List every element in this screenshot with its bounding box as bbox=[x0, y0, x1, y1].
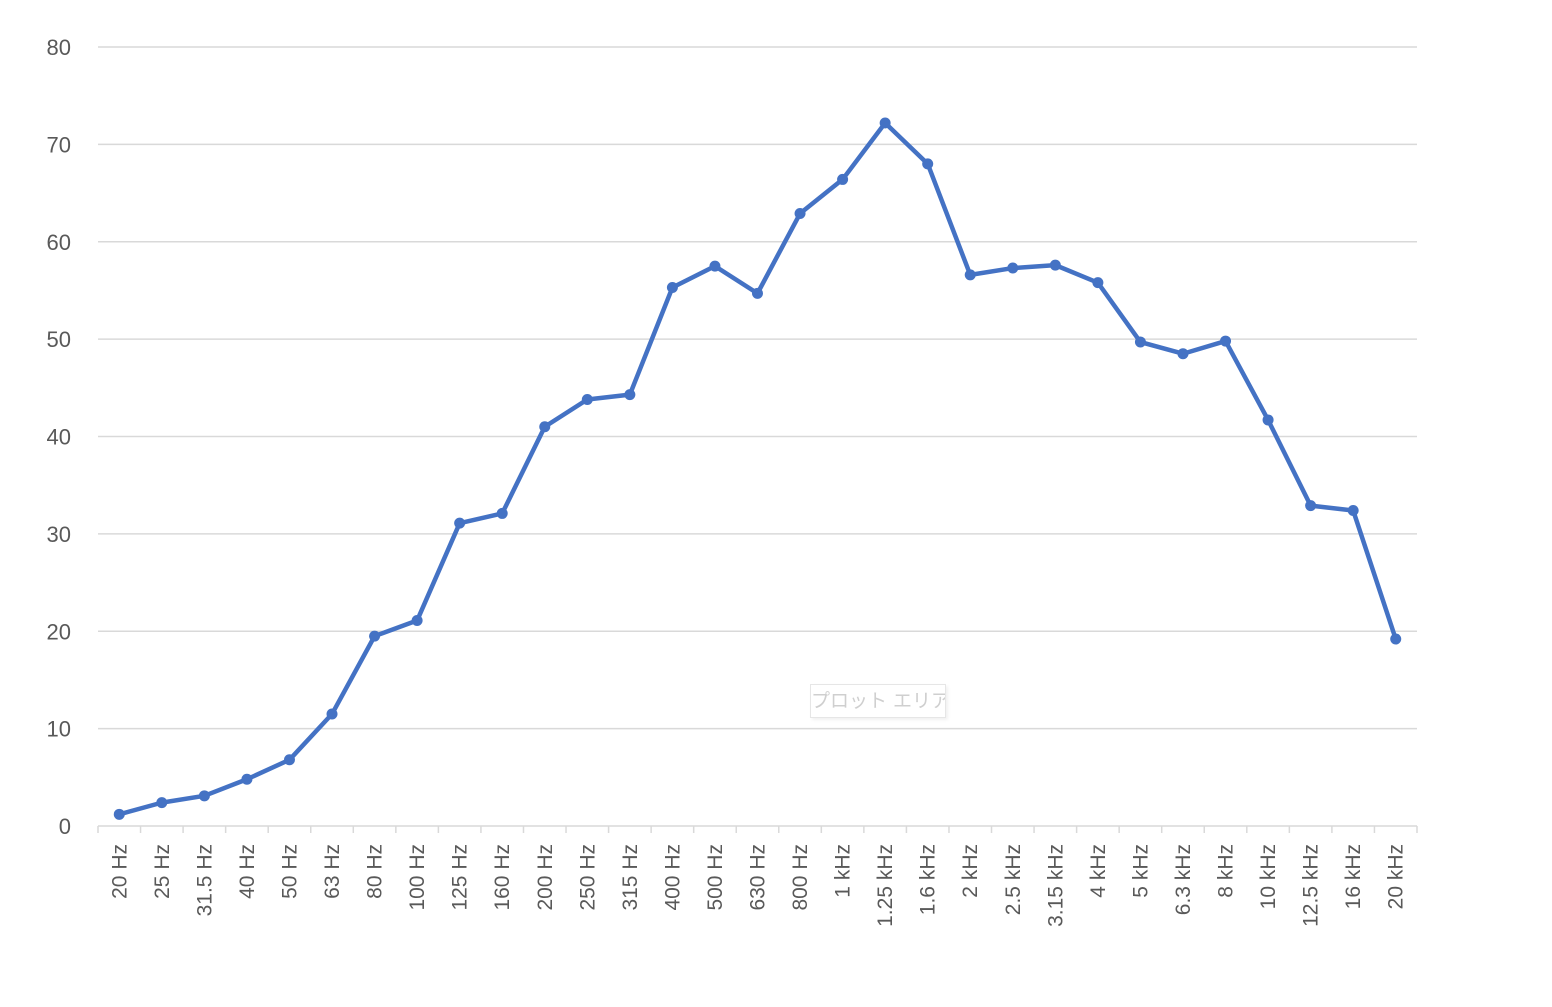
x-tick-label: 125 Hz bbox=[449, 844, 472, 911]
data-point bbox=[539, 421, 551, 433]
x-tick-label: 12.5 kHz bbox=[1300, 844, 1323, 927]
data-point bbox=[879, 117, 891, 129]
data-point bbox=[666, 282, 678, 294]
x-tick-label: 315 Hz bbox=[619, 844, 642, 911]
data-point bbox=[411, 615, 423, 627]
data-point bbox=[1134, 336, 1146, 348]
x-tick-label: 160 Hz bbox=[491, 844, 514, 911]
series-line bbox=[117, 120, 1398, 817]
x-tick-label: 10 kHz bbox=[1257, 844, 1280, 909]
data-series bbox=[113, 117, 1402, 820]
y-tick-label: 40 bbox=[47, 425, 71, 450]
data-point bbox=[624, 389, 636, 401]
data-point bbox=[922, 158, 934, 170]
x-tick-label: 100 Hz bbox=[406, 844, 429, 911]
x-tick-label: 63 Hz bbox=[321, 844, 344, 899]
data-point bbox=[1177, 348, 1189, 360]
data-point bbox=[1049, 259, 1061, 271]
x-tick-label: 3.15 kHz bbox=[1044, 844, 1067, 927]
data-point bbox=[964, 269, 976, 281]
x-tick-label: 25 Hz bbox=[151, 844, 174, 899]
data-point bbox=[283, 754, 295, 766]
data-point bbox=[496, 507, 508, 519]
x-tick-label: 250 Hz bbox=[576, 844, 599, 911]
x-tick-label: 16 kHz bbox=[1342, 844, 1365, 909]
data-point bbox=[369, 630, 381, 642]
data-point bbox=[1092, 277, 1104, 289]
x-tick-label: 40 Hz bbox=[236, 844, 259, 899]
data-point bbox=[326, 708, 338, 720]
x-tick-label: 200 Hz bbox=[534, 844, 557, 911]
data-point bbox=[837, 173, 849, 185]
x-tick-label: 630 Hz bbox=[747, 844, 770, 911]
y-tick-label: 70 bbox=[47, 132, 71, 157]
data-point bbox=[1390, 633, 1402, 645]
x-tick-label: 8 kHz bbox=[1215, 844, 1238, 898]
y-tick-label: 50 bbox=[47, 327, 71, 352]
y-tick-label: 60 bbox=[47, 230, 71, 255]
x-tick-label: 1 kHz bbox=[832, 844, 855, 898]
x-tick-label: 80 Hz bbox=[364, 844, 387, 899]
data-point bbox=[1262, 414, 1274, 426]
data-point bbox=[113, 808, 125, 820]
y-tick-label: 10 bbox=[47, 717, 71, 742]
x-tick-label: 1.6 kHz bbox=[917, 844, 940, 915]
data-point bbox=[156, 797, 168, 809]
x-tick-label: 1.25 kHz bbox=[874, 844, 897, 927]
y-tick-label: 30 bbox=[47, 522, 71, 547]
data-point bbox=[1220, 335, 1232, 347]
data-point bbox=[1347, 505, 1359, 517]
data-point bbox=[198, 790, 210, 802]
x-tick-label: 20 kHz bbox=[1385, 844, 1408, 909]
x-axis bbox=[97, 825, 1418, 833]
x-axis-labels: 20 Hz 25 Hz 31.5 Hz 40 Hz 50 Hz 63 Hz 80 Hz 100… bbox=[108, 844, 1407, 927]
data-point bbox=[752, 287, 763, 299]
y-axis-labels: 0 10 20 30 40 50 60 70 80 bbox=[47, 35, 71, 839]
data-point bbox=[1305, 500, 1317, 512]
x-tick-label: 400 Hz bbox=[661, 844, 684, 911]
y-tick-label: 80 bbox=[47, 35, 71, 60]
gridlines bbox=[98, 46, 1417, 730]
data-point bbox=[241, 773, 253, 785]
x-tick-label: 50 Hz bbox=[278, 844, 301, 899]
data-point bbox=[1007, 262, 1019, 274]
x-tick-label: 5 kHz bbox=[1129, 844, 1152, 898]
x-tick-label: 2.5 kHz bbox=[1002, 844, 1025, 915]
x-tick-label: 4 kHz bbox=[1087, 844, 1110, 898]
data-point bbox=[709, 260, 721, 272]
y-tick-label: 20 bbox=[47, 619, 71, 644]
x-tick-label: 2 kHz bbox=[959, 844, 982, 898]
x-tick-label: 20 Hz bbox=[108, 844, 131, 899]
x-tick-label: 500 Hz bbox=[704, 844, 727, 911]
data-point bbox=[794, 208, 806, 220]
data-point bbox=[581, 393, 593, 405]
y-tick-label: 0 bbox=[59, 814, 71, 839]
x-tick-label: 6.3 kHz bbox=[1172, 844, 1195, 915]
plot-area-tooltip: プロット エリア bbox=[810, 684, 946, 718]
x-tick-label: 31.5 Hz bbox=[193, 844, 216, 916]
data-point bbox=[454, 517, 466, 529]
x-tick-label: 800 Hz bbox=[789, 844, 812, 911]
